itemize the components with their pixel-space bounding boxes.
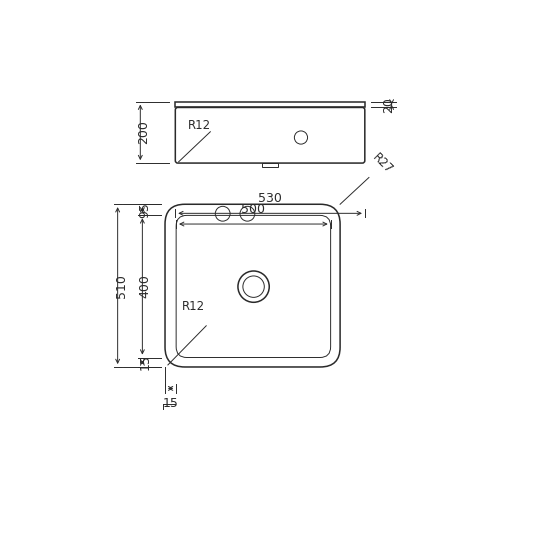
Text: 95: 95	[139, 202, 151, 218]
Text: 510: 510	[116, 274, 128, 297]
Text: 200: 200	[137, 120, 151, 144]
Text: 500: 500	[241, 203, 265, 216]
Bar	[262, 163, 278, 167]
Text: R27: R27	[370, 151, 395, 177]
Text: 15: 15	[163, 396, 179, 410]
Text: R12: R12	[181, 301, 204, 314]
Text: 15: 15	[139, 354, 151, 370]
Bar	[175, 102, 365, 108]
Text: 400: 400	[139, 274, 151, 299]
Text: 20: 20	[383, 97, 395, 112]
Text: 530: 530	[258, 192, 282, 205]
Text: R12: R12	[188, 119, 211, 132]
